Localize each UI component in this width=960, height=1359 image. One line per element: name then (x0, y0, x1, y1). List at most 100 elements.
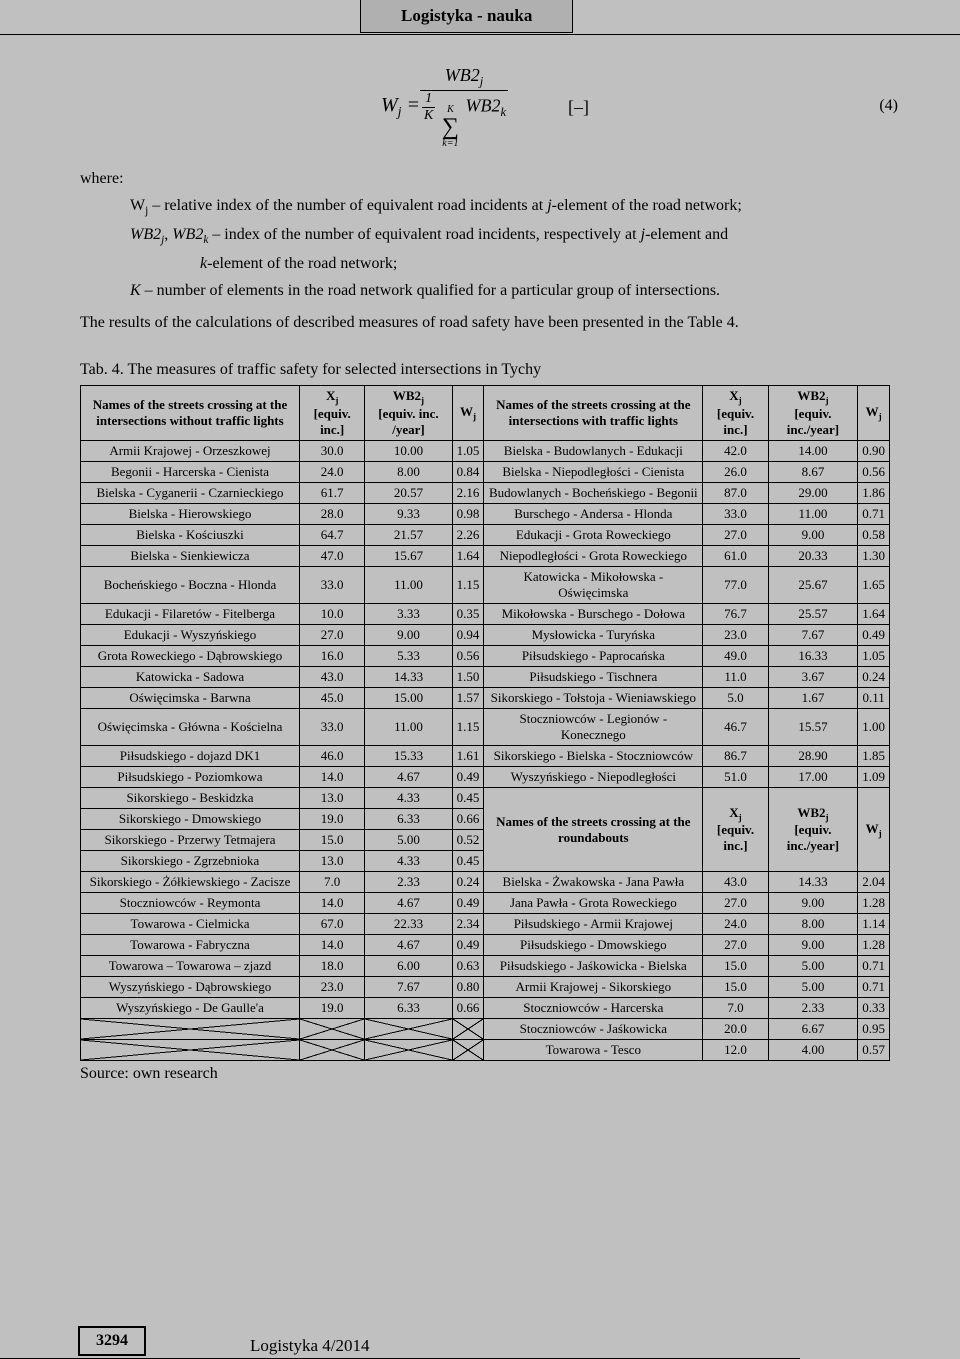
table-cell: 0.94 (452, 625, 484, 646)
table-cell: Katowicka - Mikołowska - Oświęcimska (484, 567, 703, 604)
def-wb2: WB2j, WB2k – index of the number of equi… (130, 221, 890, 250)
table-cell (81, 1019, 300, 1040)
table-cell: Bielska - Budowlanych - Edukacji (484, 441, 703, 462)
table-cell: 24.0 (703, 914, 768, 935)
table-cell: 61.0 (703, 546, 768, 567)
equation-number: (4) (879, 97, 898, 115)
table-cell: 15.0 (703, 956, 768, 977)
table-cell: 8.67 (768, 462, 858, 483)
table-cell: 0.80 (452, 977, 484, 998)
table-cell: 33.0 (300, 709, 365, 746)
table-cell: 24.0 (300, 462, 365, 483)
table-cell: 43.0 (300, 667, 365, 688)
table-cell: 1.05 (858, 646, 890, 667)
table-cell: 27.0 (703, 935, 768, 956)
table-cell: Budowlanych - Bocheńskiego - Begonii (484, 483, 703, 504)
table-cell: Sikorskiego - Tołstoja - Wieniawskiego (484, 688, 703, 709)
table-header-cell: Wj (452, 386, 484, 441)
table-cell: 9.33 (365, 504, 452, 525)
table-cell: 13.0 (300, 788, 365, 809)
table-cell: 14.0 (300, 935, 365, 956)
journal-header: Logistyka - nauka (360, 0, 573, 33)
table-cell: 33.0 (703, 504, 768, 525)
table-cell: 5.00 (768, 977, 858, 998)
table-cell: 1.05 (452, 441, 484, 462)
table-cell (300, 1019, 365, 1040)
definitions: Wj – relative index of the number of equ… (130, 192, 890, 305)
table-cell: Towarowa - Tesco (484, 1040, 703, 1061)
table-cell: Stoczniowców - Legionów - Konecznego (484, 709, 703, 746)
source-note: Source: own research (80, 1065, 890, 1083)
def-wj: Wj – relative index of the number of equ… (130, 192, 890, 221)
table-cell: 2.26 (452, 525, 484, 546)
table-cell: 1.85 (858, 746, 890, 767)
table-cell: Sikorskiego - Zgrzebnioka (81, 851, 300, 872)
table-cell: 9.00 (768, 893, 858, 914)
table-cell: 76.7 (703, 604, 768, 625)
table-cell: 0.63 (452, 956, 484, 977)
table-cell: 0.66 (452, 809, 484, 830)
table-cell: Edukacji - Wyszyńskiego (81, 625, 300, 646)
table-cell: 25.67 (768, 567, 858, 604)
table-cell: Katowicka - Sadowa (81, 667, 300, 688)
table-cell: 5.33 (365, 646, 452, 667)
table-cell: 7.0 (703, 998, 768, 1019)
table-cell: 17.00 (768, 767, 858, 788)
table-cell: Mikołowska - Burschego - Dołowa (484, 604, 703, 625)
table-header-cell: Wj (858, 788, 890, 872)
table-cell: 19.0 (300, 809, 365, 830)
table-cell: 5.00 (365, 830, 452, 851)
table-caption: Tab. 4. The measures of traffic safety f… (80, 361, 890, 379)
table-cell: 2.33 (768, 998, 858, 1019)
table-cell: 1.30 (858, 546, 890, 567)
table-cell: Sikorskiego - Żółkiewskiego - Zacisze (81, 872, 300, 893)
table-cell: 0.95 (858, 1019, 890, 1040)
table-cell (365, 1019, 452, 1040)
table-cell: Bielska - Niepodległości - Cienista (484, 462, 703, 483)
table-cell: 7.0 (300, 872, 365, 893)
table-cell: Piłsudskiego - Armii Krajowej (484, 914, 703, 935)
table-cell: 0.98 (452, 504, 484, 525)
table-cell: 0.49 (858, 625, 890, 646)
table-cell: 16.33 (768, 646, 858, 667)
table-cell: 1.67 (768, 688, 858, 709)
header-band: Logistyka - nauka (0, 0, 960, 33)
table-cell: Armii Krajowej - Sikorskiego (484, 977, 703, 998)
table-cell: 51.0 (703, 767, 768, 788)
table-cell: 30.0 (300, 441, 365, 462)
table-cell: 4.67 (365, 893, 452, 914)
table-cell: 13.0 (300, 851, 365, 872)
table-cell: 1.15 (452, 567, 484, 604)
table-cell: Sikorskiego - Dmowskiego (81, 809, 300, 830)
table-cell: 2.04 (858, 872, 890, 893)
table-cell: 0.71 (858, 956, 890, 977)
table-cell: Piłsudskiego - Tischnera (484, 667, 703, 688)
equation-unit: [–] (568, 97, 589, 118)
table-cell: 5.00 (768, 956, 858, 977)
table-cell: Begonii - Harcerska - Cienista (81, 462, 300, 483)
table-cell: 12.0 (703, 1040, 768, 1061)
table-cell: 21.57 (365, 525, 452, 546)
table-cell: 15.33 (365, 746, 452, 767)
table-cell: 1.14 (858, 914, 890, 935)
table-cell: 4.00 (768, 1040, 858, 1061)
table-cell: 0.45 (452, 788, 484, 809)
table-header-cell: Names of the streets crossing at the int… (484, 386, 703, 441)
table-cell: 10.00 (365, 441, 452, 462)
table-cell: Stoczniowców - Harcerska (484, 998, 703, 1019)
table-cell: Sikorskiego - Bielska - Stoczniowców (484, 746, 703, 767)
table-cell: 11.0 (703, 667, 768, 688)
table-cell: 0.56 (858, 462, 890, 483)
table-cell: 27.0 (300, 625, 365, 646)
table-cell: Bielska - Hierowskiego (81, 504, 300, 525)
table-cell: Bielska - Cyganerii - Czarnieckiego (81, 483, 300, 504)
table-cell: 1.28 (858, 935, 890, 956)
table-cell: 1.64 (452, 546, 484, 567)
table-cell: 11.00 (365, 709, 452, 746)
table-cell: 1.50 (452, 667, 484, 688)
footer-issue: Logistyka 4/2014 (250, 1336, 369, 1356)
table-cell: 0.84 (452, 462, 484, 483)
table-cell: Oświęcimska - Barwna (81, 688, 300, 709)
table-cell: 1.86 (858, 483, 890, 504)
table-cell: Bielska - Sienkiewicza (81, 546, 300, 567)
